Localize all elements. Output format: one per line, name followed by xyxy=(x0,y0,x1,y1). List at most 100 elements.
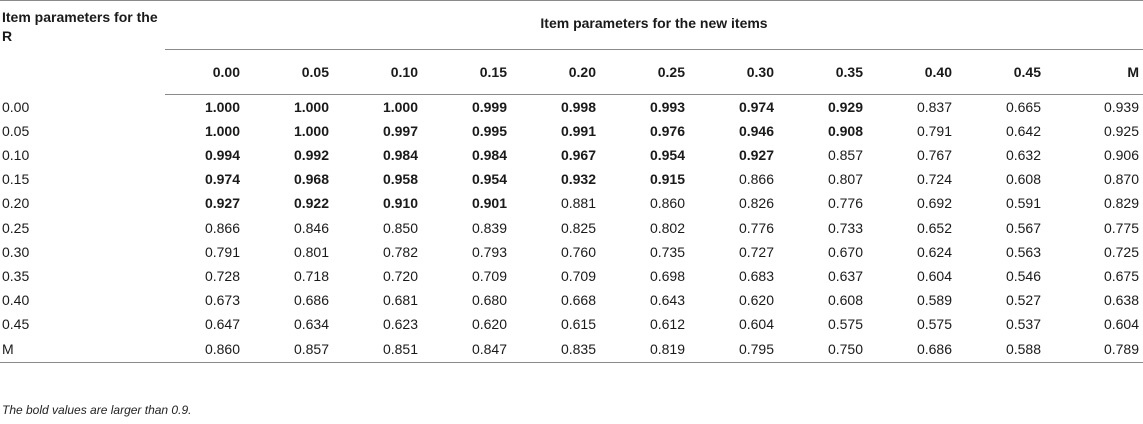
table-cell: 0.984 xyxy=(382,147,418,164)
table-cell: 0.776 xyxy=(827,195,863,212)
table-cell: 0.563 xyxy=(1005,243,1041,260)
column-header: M xyxy=(1055,49,1143,95)
table-row: 0.10 0.994 0.992 0.984 0.984 0.967 0.954 0.927 0… xyxy=(0,143,1143,167)
table-cell: 0.999 xyxy=(471,99,507,116)
table-cell: 1.000 xyxy=(204,99,240,116)
column-header: 0.10 xyxy=(343,49,432,95)
table-cell: 0.829 xyxy=(1103,195,1139,212)
table-cell: 0.954 xyxy=(471,171,507,188)
table-cell: 0.643 xyxy=(649,291,685,308)
row-label: 0.15 xyxy=(2,171,30,188)
table-cell: 0.686 xyxy=(293,291,329,308)
table-cell: 0.927 xyxy=(738,147,774,164)
table-cell: 0.709 xyxy=(560,267,596,284)
table-cell: 0.801 xyxy=(293,243,329,260)
table-cell: 0.807 xyxy=(827,171,863,188)
column-header: 0.15 xyxy=(432,49,521,95)
table-cell: 0.527 xyxy=(1005,291,1041,308)
table-cell: 0.604 xyxy=(916,267,952,284)
table-cell: 0.819 xyxy=(610,335,699,363)
table-cell: 0.615 xyxy=(560,315,596,332)
table-cell: 0.683 xyxy=(738,267,774,284)
table-cell: 0.728 xyxy=(204,267,240,284)
table-cell: 0.632 xyxy=(1005,147,1041,164)
table-cell: 0.767 xyxy=(916,147,952,164)
table-cell: 0.826 xyxy=(738,195,774,212)
table-cell: 0.994 xyxy=(204,147,240,164)
column-header: 0.45 xyxy=(966,49,1055,95)
table-cell: 0.997 xyxy=(382,123,418,140)
row-label: 0.25 xyxy=(2,219,30,236)
table-cell: 0.647 xyxy=(204,315,240,332)
table-cell: 0.860 xyxy=(649,195,685,212)
table-cell: 0.976 xyxy=(649,123,685,140)
column-header: 0.30 xyxy=(699,49,788,95)
table-cell: 0.612 xyxy=(649,315,685,332)
table-cell: 1.000 xyxy=(204,123,240,140)
table-cell: 0.974 xyxy=(204,171,240,188)
table-cell: 0.968 xyxy=(293,171,329,188)
table-cell: 0.733 xyxy=(827,219,863,236)
table-cell: 0.984 xyxy=(471,147,507,164)
table-cell: 0.967 xyxy=(560,147,596,164)
table-cell: 0.725 xyxy=(1103,243,1139,260)
table-cell: 0.709 xyxy=(471,267,507,284)
table-cell: 0.974 xyxy=(738,99,774,116)
table-cell: 0.991 xyxy=(560,123,596,140)
table-cell: 0.866 xyxy=(204,219,240,236)
table-cell: 0.939 xyxy=(1103,99,1139,116)
table-cell: 0.927 xyxy=(204,195,240,212)
table-cell: 0.929 xyxy=(827,99,863,116)
column-header-row: 0.00 0.05 0.10 0.15 0.20 0.25 0.30 0.35 0.40 0.45… xyxy=(0,49,1143,95)
table-cell: 0.760 xyxy=(560,243,596,260)
row-label: 0.10 xyxy=(2,147,30,164)
table-cell: 0.720 xyxy=(382,267,418,284)
table-cell: 0.575 xyxy=(827,315,863,332)
table-cell: 0.681 xyxy=(382,291,418,308)
row-label: 0.05 xyxy=(2,123,30,140)
column-header: 0.40 xyxy=(877,49,966,95)
table-cell: 0.870 xyxy=(1103,171,1139,188)
table-cell: 1.000 xyxy=(293,123,329,140)
table-row: 0.25 0.866 0.846 0.850 0.839 0.825 0.802 0.776 0… xyxy=(0,215,1143,239)
table-cell: 0.857 xyxy=(827,147,863,164)
table-cell: 0.608 xyxy=(1005,171,1041,188)
table-cell: 0.954 xyxy=(649,147,685,164)
table-cell: 0.623 xyxy=(382,315,418,332)
table-row: M 0.860 0.857 0.851 0.847 0.835 0.819 0.795 0.75… xyxy=(0,335,1143,363)
table-cell: 0.910 xyxy=(382,195,418,212)
row-label: 0.45 xyxy=(2,315,30,332)
table-cell: 0.946 xyxy=(738,123,774,140)
table-cell: 0.860 xyxy=(165,335,254,363)
table-body: 0.00 1.000 1.000 1.000 0.999 0.998 0.993 0.974 0… xyxy=(0,95,1143,363)
row-header: Item parameters for the R xyxy=(2,9,158,44)
table-cell: 0.620 xyxy=(471,315,507,332)
table-cell: 0.932 xyxy=(560,171,596,188)
row-label: 0.30 xyxy=(2,243,30,260)
column-header: 0.35 xyxy=(788,49,877,95)
table-cell: 0.638 xyxy=(1103,291,1139,308)
table-cell: 0.915 xyxy=(649,171,685,188)
table-cell: 1.000 xyxy=(382,99,418,116)
table-cell: 0.839 xyxy=(471,219,507,236)
table-cell: 0.634 xyxy=(293,315,329,332)
table-cell: 0.782 xyxy=(382,243,418,260)
table-cell: 0.775 xyxy=(1103,219,1139,236)
column-header: 0.20 xyxy=(521,49,610,95)
table-cell: 0.692 xyxy=(916,195,952,212)
table-cell: 0.588 xyxy=(966,335,1055,363)
table-cell: 0.718 xyxy=(293,267,329,284)
table-cell: 0.680 xyxy=(471,291,507,308)
table-cell: 0.591 xyxy=(1005,195,1041,212)
table-cell: 0.850 xyxy=(382,219,418,236)
table-cell: 0.901 xyxy=(471,195,507,212)
table-cell: 0.604 xyxy=(1103,315,1139,332)
table-cell: 0.922 xyxy=(293,195,329,212)
table-cell: 1.000 xyxy=(293,99,329,116)
table-cell: 0.995 xyxy=(471,123,507,140)
table-cell: 0.589 xyxy=(916,291,952,308)
table-cell: 0.825 xyxy=(560,219,596,236)
row-label: 0.40 xyxy=(2,291,30,308)
table-row: 0.15 0.974 0.968 0.958 0.954 0.932 0.915 0.866 0… xyxy=(0,167,1143,191)
